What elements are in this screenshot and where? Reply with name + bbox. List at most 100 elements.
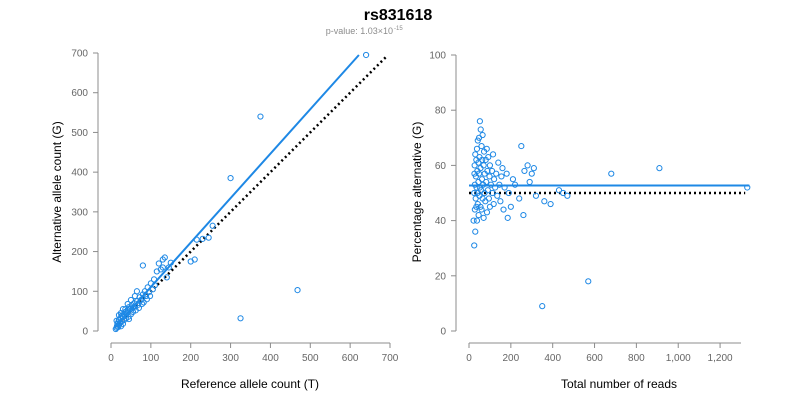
- data-point: [507, 203, 514, 210]
- data-point: [495, 159, 502, 166]
- x-tick-label: 200: [503, 353, 520, 364]
- data-point: [209, 222, 216, 229]
- data-point: [193, 236, 200, 243]
- x-tick-label: 1,200: [708, 353, 733, 364]
- y-tick-label: 200: [71, 247, 88, 258]
- data-point: [472, 228, 479, 235]
- y-tick-label: 600: [71, 88, 88, 99]
- y-axis-title: Alternative allele count (G): [50, 121, 64, 262]
- y-tick-label: 20: [435, 271, 447, 282]
- y-tick-label: 60: [435, 161, 447, 172]
- data-point: [499, 165, 506, 172]
- data-point: [503, 170, 510, 177]
- data-point: [483, 209, 491, 216]
- data-point: [501, 184, 508, 191]
- data-point: [124, 300, 131, 308]
- data-point: [145, 288, 152, 296]
- data-point: [498, 173, 505, 180]
- data-point: [530, 165, 537, 172]
- data-point: [496, 181, 503, 188]
- data-point: [494, 192, 501, 199]
- data-point: [475, 211, 482, 219]
- data-point: [473, 145, 481, 152]
- data-point: [123, 310, 131, 317]
- data-point: [504, 214, 511, 221]
- x-tick-label: 300: [222, 353, 239, 364]
- y-tick-label: 400: [71, 168, 88, 179]
- x-tick-label: 800: [628, 353, 645, 364]
- data-point: [511, 181, 519, 188]
- y-tick-label: 500: [71, 128, 88, 139]
- data-point: [150, 276, 158, 283]
- x-tick-label: 1,000: [666, 353, 691, 364]
- data-point: [151, 282, 158, 289]
- data-point: [125, 315, 133, 323]
- data-point: [555, 187, 563, 194]
- data-point: [133, 288, 141, 295]
- data-point: [478, 176, 486, 183]
- x-tick-label: 400: [544, 353, 561, 364]
- y-tick-label: 0: [440, 327, 446, 338]
- data-point: [473, 217, 481, 224]
- data-point: [500, 206, 507, 213]
- data-point: [227, 175, 234, 182]
- data-point: [161, 254, 168, 261]
- y-axis-title: Percentage alternative (G): [410, 122, 424, 263]
- data-point: [294, 286, 301, 294]
- data-point: [475, 178, 482, 186]
- data-point: [493, 170, 500, 177]
- p-value-text: p-value: 1.03×10: [326, 26, 393, 36]
- data-point: [237, 315, 244, 322]
- x-axis-title: Reference allele count (T): [181, 377, 319, 391]
- data-point: [167, 259, 174, 266]
- data-point: [119, 306, 127, 313]
- data-point: [477, 126, 484, 133]
- percentage-alternative-scatter: Total number of reads Percentage alterna…: [410, 51, 751, 391]
- chart-title: rs831618: [364, 7, 433, 24]
- data-point: [585, 278, 592, 285]
- data-point: [127, 296, 135, 304]
- data-point: [115, 312, 123, 319]
- data-point: [133, 298, 141, 305]
- data-point: [490, 200, 497, 208]
- data-point: [477, 203, 484, 210]
- data-point: [528, 170, 535, 177]
- data-point: [480, 214, 487, 221]
- data-point: [656, 165, 663, 172]
- data-point: [484, 167, 491, 175]
- data-point: [521, 167, 528, 175]
- data-point: [505, 189, 512, 197]
- x-tick-label: 400: [262, 353, 279, 364]
- data-point: [146, 292, 154, 300]
- data-point: [485, 195, 492, 202]
- data-point: [491, 176, 498, 183]
- x-tick-label: 0: [466, 353, 472, 364]
- data-point: [564, 192, 571, 199]
- data-point: [119, 312, 126, 320]
- data-point: [139, 262, 146, 269]
- data-point: [489, 189, 496, 197]
- data-point: [119, 320, 127, 327]
- data-point: [113, 317, 120, 324]
- data-point: [520, 211, 527, 219]
- data-point: [140, 299, 147, 306]
- data-point: [485, 154, 492, 161]
- data-point: [487, 181, 495, 188]
- y-tick-label: 80: [435, 106, 447, 117]
- x-axis-title: Total number of reads: [561, 377, 677, 391]
- data-point: [483, 178, 490, 186]
- data-point: [608, 170, 615, 177]
- x-tick-label: 0: [108, 353, 114, 364]
- reference-line: [114, 56, 387, 328]
- x-tick-label: 100: [143, 353, 160, 364]
- data-point: [476, 118, 483, 125]
- y-tick-label: 700: [71, 49, 88, 60]
- data-point: [483, 145, 490, 152]
- data-point: [492, 184, 499, 191]
- y-tick-label: 0: [82, 327, 88, 338]
- data-point: [470, 217, 477, 224]
- data-point: [205, 234, 212, 241]
- data-point: [497, 198, 504, 205]
- data-point: [159, 264, 166, 271]
- data-point: [479, 131, 486, 139]
